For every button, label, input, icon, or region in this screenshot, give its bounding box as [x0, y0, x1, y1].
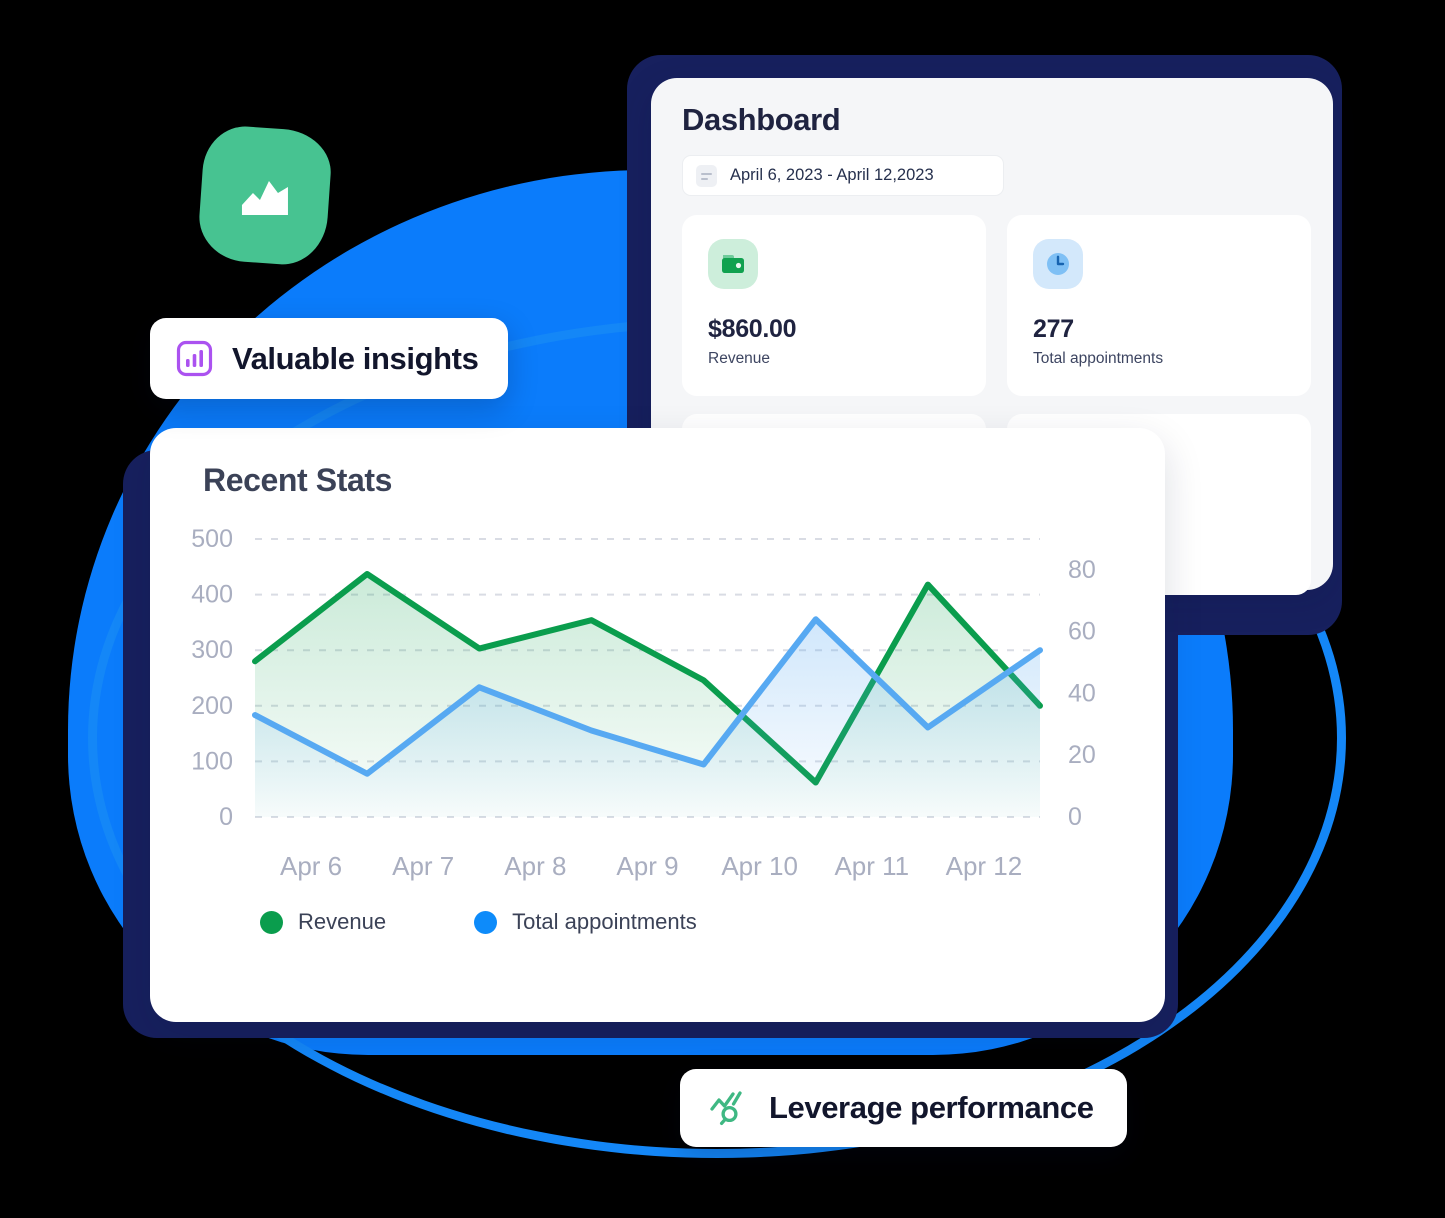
area-chart-glyph-icon	[242, 180, 288, 215]
svg-text:Apr 7: Apr 7	[392, 851, 454, 881]
svg-text:100: 100	[191, 747, 233, 775]
svg-text:Apr 6: Apr 6	[280, 851, 342, 881]
legend-item-total-appointments[interactable]: Total appointments	[474, 909, 697, 935]
svg-text:200: 200	[191, 692, 233, 720]
svg-text:400: 400	[191, 581, 233, 609]
svg-text:Apr 11: Apr 11	[834, 851, 909, 881]
clock-icon	[1033, 239, 1083, 289]
svg-text:60: 60	[1068, 618, 1096, 646]
svg-text:300: 300	[191, 636, 233, 664]
svg-text:Apr 12: Apr 12	[946, 851, 1023, 881]
recent-stats-title: Recent Stats	[203, 462, 393, 498]
green-badge-shape	[196, 123, 334, 268]
svg-text:40: 40	[1068, 679, 1096, 707]
legend-dot-revenue	[260, 910, 283, 934]
svg-text:Apr 8: Apr 8	[504, 851, 566, 881]
stat-card-revenue[interactable]: $860.00 Revenue	[682, 215, 986, 396]
svg-text:0: 0	[1068, 803, 1082, 831]
stat-value-total-appointments: 277	[1033, 315, 1074, 343]
stat-label-total-appointments: Total appointments	[1033, 350, 1164, 367]
svg-text:80: 80	[1068, 556, 1096, 584]
svg-text:0: 0	[219, 803, 233, 831]
pill-label-valuable-insights: Valuable insights	[232, 340, 479, 376]
chart-search-icon	[710, 1091, 742, 1126]
bar-chart-box-icon	[176, 340, 213, 377]
date-range-picker[interactable]: April 6, 2023 - April 12,2023	[682, 155, 1004, 196]
stat-card-total-appointments[interactable]: 277 Total appointments	[1007, 215, 1311, 396]
dashboard-title: Dashboard	[682, 102, 841, 137]
pill-valuable-insights[interactable]: Valuable insights	[150, 318, 509, 399]
legend-label-revenue: Revenue	[298, 909, 387, 934]
stat-label-revenue: Revenue	[708, 350, 771, 367]
recent-stats-chart: 0 100 200 300 400 500 0 20 40 60 80 Apr 6 Apr 7 Apr 8…	[150, 517, 1165, 897]
chart-legend: Revenue Total appointments	[150, 909, 1165, 935]
svg-text:Apr 10: Apr 10	[721, 851, 798, 881]
svg-text:500: 500	[191, 525, 233, 553]
pill-leverage-performance[interactable]: Leverage performance	[680, 1069, 1127, 1147]
calendar-icon	[696, 164, 717, 187]
legend-item-revenue[interactable]: Revenue	[260, 909, 386, 935]
stat-value-revenue: $860.00	[708, 315, 797, 343]
date-range-value: April 6, 2023 - April 12,2023	[730, 166, 934, 184]
recent-stats-card: Recent Stats 0 100 200 300 400 500 0 20 40 60 80 Ap…	[150, 428, 1165, 1022]
svg-text:Apr 9: Apr 9	[616, 851, 678, 881]
svg-text:20: 20	[1068, 741, 1096, 769]
pill-label-leverage-performance: Leverage performance	[769, 1090, 1094, 1125]
wallet-icon	[708, 239, 758, 289]
legend-dot-total-appointments	[474, 910, 498, 934]
legend-label-total-appointments: Total appointments	[512, 909, 697, 934]
